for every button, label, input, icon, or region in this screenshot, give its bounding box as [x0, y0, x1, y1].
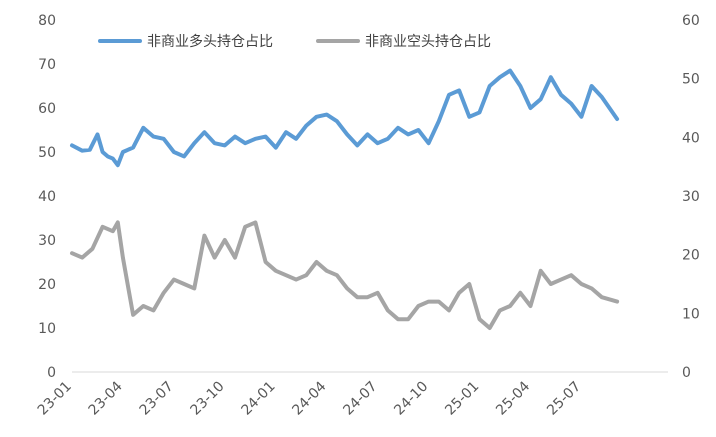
x-tick-label: 25-04	[493, 378, 533, 418]
x-tick-label: 24-01	[239, 379, 279, 419]
legend: 非商业多头持仓占比 非商业空头持仓占比	[98, 33, 491, 50]
y-right-tick-labels: 0 10 20 30 40 50 60	[682, 13, 700, 381]
y-right-tick-label: 60	[682, 13, 700, 29]
y-right-tick-label: 50	[682, 72, 700, 88]
y-right-tick-label: 10	[682, 306, 700, 322]
y-right-tick-label: 0	[682, 365, 691, 381]
y-right-tick-label: 20	[682, 248, 700, 264]
y-left-tick-label: 50	[38, 145, 56, 161]
legend-label-short: 非商业空头持仓占比	[365, 34, 491, 50]
x-tick-label: 24-10	[391, 379, 431, 419]
x-tick-label: 24-07	[340, 379, 380, 419]
y-left-tick-label: 10	[38, 321, 56, 337]
y-right-tick-label: 30	[682, 189, 700, 205]
x-tick-label: 23-01	[35, 379, 75, 419]
y-left-tick-label: 60	[38, 101, 56, 117]
x-tick-label: 25-01	[442, 379, 482, 419]
y-right-tick-label: 40	[682, 130, 700, 146]
x-tick-label: 23-10	[188, 379, 228, 419]
series-line-short	[70, 220, 620, 330]
series-lines	[70, 68, 620, 330]
y-left-tick-label: 80	[38, 13, 56, 29]
y-left-tick-label: 20	[38, 277, 56, 293]
x-tick-label: 23-04	[86, 378, 126, 418]
legend-label-long: 非商业多头持仓占比	[147, 33, 273, 50]
y-left-tick-label: 30	[38, 233, 56, 249]
x-tick-label: 25-07	[544, 379, 584, 419]
series-line-long	[70, 68, 620, 168]
x-tick-label: 24-04	[289, 378, 329, 418]
y-left-tick-label: 0	[47, 365, 56, 381]
y-left-tick-label: 70	[38, 57, 56, 73]
x-tick-labels: 23-01 23-04 23-07 23-10 24-01 24-04 24-07 24-10…	[35, 378, 584, 418]
x-tick-label: 23-07	[137, 379, 177, 419]
y-left-tick-labels: 0 10 20 30 40 50 60 70 80	[38, 13, 56, 381]
y-left-tick-label: 40	[38, 189, 56, 205]
